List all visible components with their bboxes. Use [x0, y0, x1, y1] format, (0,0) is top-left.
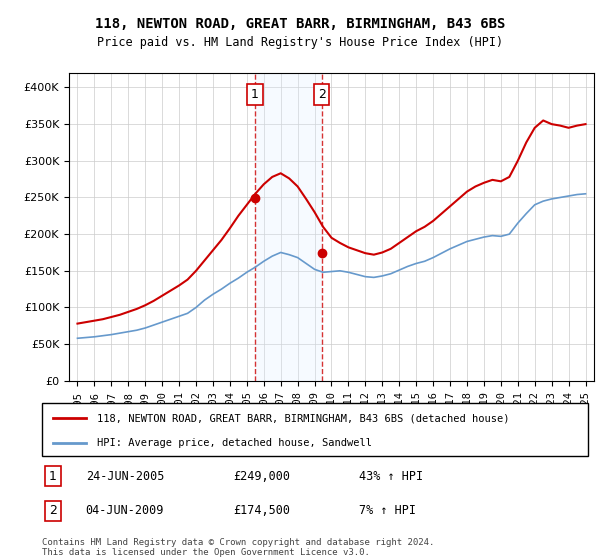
Text: 2: 2 — [49, 505, 57, 517]
Text: 1: 1 — [251, 88, 259, 101]
Text: £249,000: £249,000 — [233, 469, 290, 483]
Bar — [255, 73, 322, 381]
Text: 04-JUN-2009: 04-JUN-2009 — [86, 505, 164, 517]
Text: HPI: Average price, detached house, Sandwell: HPI: Average price, detached house, Sand… — [97, 438, 371, 448]
Text: 2: 2 — [318, 88, 326, 101]
Text: Price paid vs. HM Land Registry's House Price Index (HPI): Price paid vs. HM Land Registry's House … — [97, 36, 503, 49]
Text: Contains HM Land Registry data © Crown copyright and database right 2024.
This d: Contains HM Land Registry data © Crown c… — [42, 538, 434, 557]
Text: 118, NEWTON ROAD, GREAT BARR, BIRMINGHAM, B43 6BS (detached house): 118, NEWTON ROAD, GREAT BARR, BIRMINGHAM… — [97, 413, 509, 423]
Text: 43% ↑ HPI: 43% ↑ HPI — [359, 469, 423, 483]
Text: 24-JUN-2005: 24-JUN-2005 — [86, 469, 164, 483]
FancyBboxPatch shape — [42, 403, 588, 456]
Text: 118, NEWTON ROAD, GREAT BARR, BIRMINGHAM, B43 6BS: 118, NEWTON ROAD, GREAT BARR, BIRMINGHAM… — [95, 17, 505, 31]
Text: £174,500: £174,500 — [233, 505, 290, 517]
Text: 1: 1 — [49, 469, 57, 483]
Text: 7% ↑ HPI: 7% ↑ HPI — [359, 505, 416, 517]
